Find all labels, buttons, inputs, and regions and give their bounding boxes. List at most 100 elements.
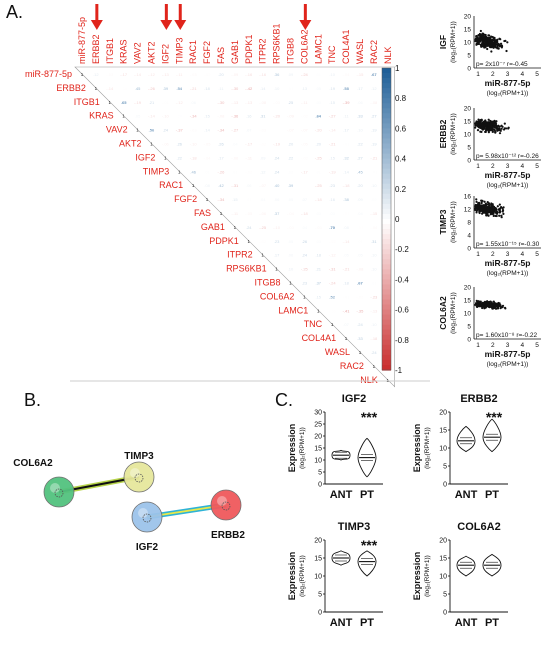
- scatter-point: [484, 42, 487, 45]
- heatmap-cell-value: .22: [176, 155, 182, 160]
- scatter-point: [477, 208, 481, 211]
- heatmap-column-label: AKT2: [146, 41, 156, 64]
- heatmap-diagonal-value: 1: [275, 267, 278, 272]
- violin-y-label: Expression: [412, 552, 422, 601]
- violin-shape-ant: [456, 425, 476, 453]
- heatmap-cell-value: .05: [357, 253, 363, 258]
- scatter-point: [476, 125, 479, 128]
- interaction-network: COL6A2 TIMP3 IGF2 ERBB2: [13, 451, 245, 553]
- heatmap-cell-value: -.27: [231, 128, 239, 133]
- heatmap-cell-value: -.01: [343, 211, 351, 216]
- colorbar-segment: [382, 108, 391, 114]
- heatmap-cell-value: .37: [315, 280, 321, 285]
- scatter-point: [502, 212, 505, 216]
- heatmap-cell-value: -.16: [245, 72, 253, 77]
- heatmap-cell-value: .09: [357, 197, 363, 202]
- heatmap-cell-value: .65: [121, 100, 127, 105]
- scatter-point: [479, 118, 482, 122]
- network-node-label: ERBB2: [211, 530, 245, 541]
- heatmap-cell-value: .27: [357, 155, 363, 160]
- scatter-point: [481, 304, 484, 307]
- scatter-stats-label: p= 2x10⁻⁷ r=-0.45: [476, 61, 528, 68]
- heatmap-cell-value: .24: [274, 169, 280, 174]
- scatter-point: [507, 126, 510, 129]
- violin-group-label: ANT: [455, 617, 478, 629]
- heatmap-cell-value: .56: [149, 128, 155, 133]
- heatmap-cell-value: -.08: [217, 114, 225, 119]
- scatter-point: [496, 44, 499, 47]
- violin-y-tick-label: 10: [314, 458, 322, 465]
- violin-y-tick-label: 15: [439, 556, 447, 563]
- heatmap-cell-value: -.21: [190, 86, 198, 91]
- scatter-point: [477, 118, 480, 121]
- scatter-x-tick-label: 5: [535, 163, 539, 170]
- scatter-point: [489, 119, 492, 123]
- heatmap-column-label: GAB1: [230, 40, 240, 64]
- heatmap-cell-value: .04: [260, 197, 266, 202]
- heatmap-cell-value: -.06: [162, 141, 170, 146]
- heatmap-cell-value: -.13: [231, 100, 239, 105]
- heatmap-cell-value: .23: [329, 183, 335, 188]
- network-node-label: IGF2: [136, 542, 159, 553]
- colorbar-segment: [382, 259, 391, 265]
- scatter-point: [495, 214, 498, 218]
- scatter-point: [501, 210, 504, 213]
- colorbar-segment: [382, 213, 391, 220]
- scatter-point: [499, 129, 502, 132]
- heatmap-cell-value: -.14: [106, 86, 114, 91]
- colorbar-tick-label: 0.8: [395, 94, 407, 103]
- heatmap-cell-value: -.08: [370, 100, 378, 105]
- network-node-timp3: [123, 461, 155, 493]
- heatmap-cell-value: -.01: [370, 169, 378, 174]
- heatmap-cell-value: .21: [149, 100, 155, 105]
- scatter-point: [478, 205, 481, 208]
- heatmap-cell-value: -.02: [329, 239, 337, 244]
- colorbar-segment: [382, 314, 391, 321]
- scatter-point: [503, 122, 506, 125]
- heatmap-cell-value: -.42: [245, 86, 253, 91]
- colorbar-segment: [382, 349, 391, 356]
- scatter-point: [498, 132, 502, 135]
- heatmap-column-label: ITGB1: [105, 38, 115, 64]
- heatmap-cell-value: -.11: [301, 100, 308, 105]
- heatmap-cell-value: -.25: [315, 155, 323, 160]
- scatter-point: [474, 40, 477, 43]
- scatter-point: [497, 301, 500, 305]
- heatmap-column-label: ITPR2: [258, 38, 268, 64]
- heatmap-cell-value: .14: [260, 86, 266, 91]
- heatmap-diagonal-value: 1: [247, 239, 250, 244]
- heatmap-cell-value: -.02: [356, 294, 364, 299]
- scatter-y-tick-label: 15: [464, 298, 472, 305]
- scatter-point: [493, 119, 496, 122]
- violin-y-tick-label: 0: [443, 610, 447, 617]
- scatter-point: [503, 306, 507, 309]
- heatmap-cell-value: -.30: [217, 100, 225, 105]
- scatter-x-label: miR-877-5p: [485, 349, 531, 359]
- scatter-point: [492, 211, 495, 214]
- colorbar-segment: [382, 123, 391, 129]
- scatter-point: [492, 44, 495, 47]
- scatter-x-tick-label: 1: [476, 251, 480, 258]
- scatter-point: [486, 122, 490, 125]
- heatmap-cell-value: .12: [260, 169, 266, 174]
- heatmap-cell-value: .19: [329, 86, 335, 91]
- scatter-y-tick-label: 15: [464, 27, 472, 34]
- heatmap-cell-value: -.13: [162, 72, 170, 77]
- heatmap-cell-value: -.01: [343, 141, 351, 146]
- scatter-point: [486, 211, 490, 214]
- heatmap-cell-value: -.11: [232, 211, 239, 216]
- scatter-point: [490, 50, 493, 53]
- protein-structure-icon: [54, 488, 64, 498]
- scatter-point: [491, 207, 494, 210]
- violin-y-unit: (log₂(RPM+1)): [424, 427, 431, 469]
- scatter-point: [488, 208, 492, 212]
- heatmap-cell-value: -.20: [315, 128, 323, 133]
- scatter-point: [475, 42, 478, 45]
- scatter-point: [474, 203, 477, 207]
- scatter-point: [498, 214, 501, 217]
- scatter-point: [475, 200, 478, 203]
- violin-y-tick-label: 10: [314, 574, 322, 581]
- heatmap-cell-value: .33: [357, 114, 363, 119]
- scatter-y-tick-label: 10: [464, 132, 472, 139]
